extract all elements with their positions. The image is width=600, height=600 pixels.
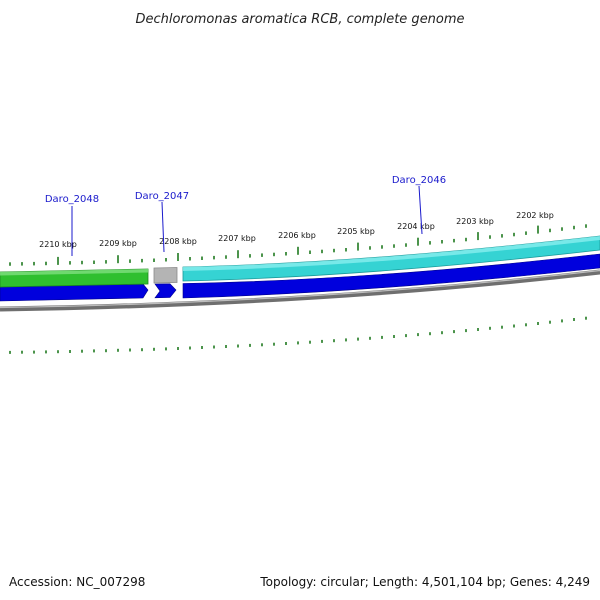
gene-label-daro-2047[interactable]: Daro_2047 — [135, 191, 189, 202]
genome-backbone — [0, 269, 600, 312]
tick-label: 2208 kbp — [159, 237, 197, 246]
callout-line-daro-2046 — [418, 185, 423, 235]
cds-segment-right[interactable] — [182, 253, 600, 299]
gene-daro-2048-highlight — [0, 269, 148, 276]
callout-line-daro-2047 — [161, 201, 165, 253]
tick-label: 2203 kbp — [456, 217, 494, 226]
tick-label: 2205 kbp — [337, 227, 375, 236]
tick-label: 2209 kbp — [99, 239, 137, 248]
tick-label: 2206 kbp — [278, 231, 316, 240]
gene-track[interactable] — [0, 235, 600, 288]
tick-label: 2207 kbp — [218, 234, 256, 243]
gene-label-daro-2048[interactable]: Daro_2048 — [45, 194, 99, 205]
cds-segment-middle[interactable] — [154, 283, 177, 299]
gene-label-daro-2046[interactable]: Daro_2046 — [392, 175, 446, 186]
tick-label: 2210 kbp — [39, 240, 77, 249]
cds-track[interactable] — [0, 253, 600, 302]
gene-labels[interactable]: Daro_2048 Daro_2047 Daro_2046 — [45, 175, 446, 256]
accession-label: Accession: NC_007298 — [9, 575, 145, 589]
outer-tick-ring — [9, 224, 587, 266]
tick-labels: 2210 kbp 2209 kbp 2208 kbp 2207 kbp 2206… — [39, 211, 554, 249]
tick-label: 2202 kbp — [516, 211, 554, 220]
genome-summary: Topology: circular; Length: 4,501,104 bp… — [259, 575, 590, 589]
gene-daro-2047[interactable] — [153, 267, 178, 284]
gene-daro-2046-highlight — [183, 236, 600, 271]
inner-tick-ring — [9, 316, 587, 354]
tick-label: 2204 kbp — [397, 222, 435, 231]
map-title: Dechloromonas aromatica RCB, complete ge… — [135, 12, 464, 27]
genome-backbone-highlight — [0, 269, 600, 309]
